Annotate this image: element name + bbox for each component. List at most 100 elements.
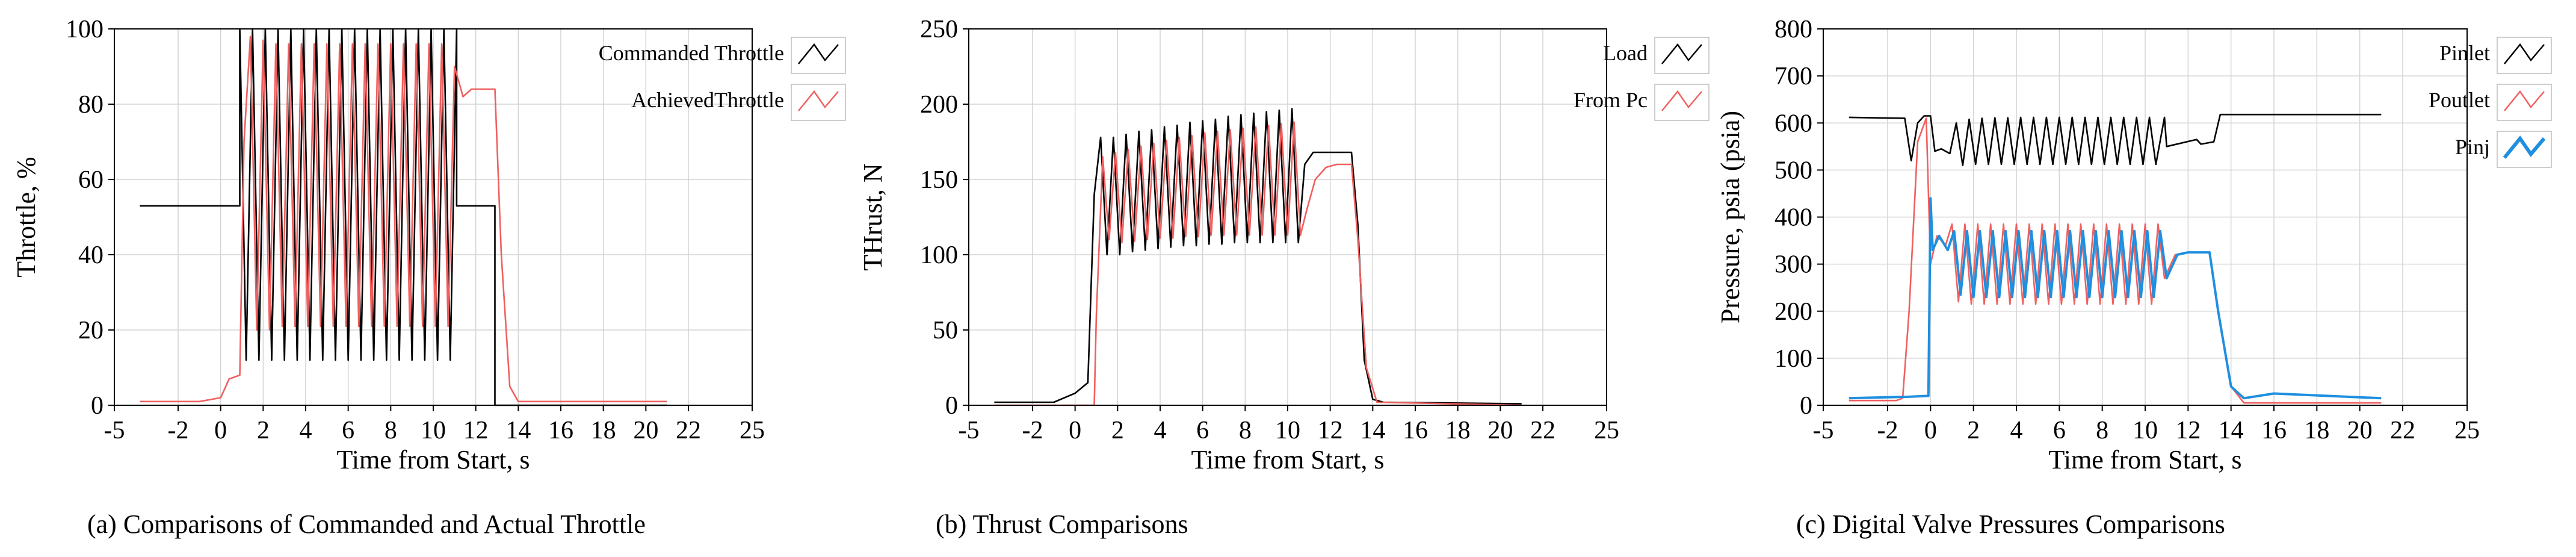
y-axis-label: Throttle, % bbox=[11, 157, 41, 277]
y-tick-label: 500 bbox=[1774, 157, 1812, 184]
y-tick-label: 100 bbox=[1774, 345, 1812, 373]
figure-caption: (a) Comparisons of Commanded and Actual … bbox=[87, 509, 646, 539]
legend: Pinlet Poutlet Pinj bbox=[2429, 37, 2552, 168]
y-tick-label: 700 bbox=[1774, 63, 1812, 90]
x-tick-label: -5 bbox=[959, 417, 980, 444]
x-tick-label: 25 bbox=[2454, 417, 2480, 444]
x-tick-label: 6 bbox=[2053, 417, 2066, 444]
x-tick-label: 8 bbox=[1239, 417, 1252, 444]
x-tick-label: 14 bbox=[505, 417, 531, 444]
x-tick-label: 4 bbox=[2010, 417, 2023, 444]
x-tick-label: 22 bbox=[2390, 417, 2415, 444]
x-tick-label: 22 bbox=[1530, 417, 1555, 444]
x-tick-label: 12 bbox=[2175, 417, 2201, 444]
x-tick-label: 18 bbox=[2304, 417, 2329, 444]
x-tick-label: 6 bbox=[342, 417, 354, 444]
y-tick-label: 50 bbox=[933, 317, 958, 344]
legend: Commanded Throttle AchievedThrottle bbox=[599, 37, 846, 121]
chart-panel-2: -5 -2 0 2 4 6 8 10 12 14 16 18 20 22 25050100150200250… bbox=[858, 16, 1710, 539]
legend-swatch-box bbox=[791, 84, 846, 121]
legend-swatch-line bbox=[1661, 90, 1702, 111]
x-tick-label: 20 bbox=[1487, 417, 1513, 444]
x-tick-label: 10 bbox=[2133, 417, 2158, 444]
series-line-1 bbox=[994, 108, 1522, 405]
legend-swatch-box bbox=[1654, 84, 1710, 121]
figure-caption: (b) Thrust Comparisons bbox=[936, 509, 1188, 539]
legend: Load From Pc bbox=[1574, 37, 1710, 121]
x-tick-label: 14 bbox=[2219, 417, 2244, 444]
y-axis-label: Pressure, psia (psia) bbox=[1716, 111, 1745, 323]
x-tick-label: 20 bbox=[2347, 417, 2373, 444]
series-line-1 bbox=[140, 28, 667, 406]
y-tick-label: 20 bbox=[78, 317, 103, 344]
y-tick-label: 60 bbox=[78, 166, 103, 194]
legend-swatch-line bbox=[2503, 135, 2546, 159]
x-tick-label: 4 bbox=[1154, 417, 1167, 444]
legend-swatch-box bbox=[791, 37, 846, 74]
x-tick-label: 4 bbox=[300, 417, 312, 444]
x-tick-label: 8 bbox=[385, 417, 397, 444]
x-tick-label: 0 bbox=[1924, 417, 1937, 444]
series-line-2 bbox=[1849, 117, 2382, 404]
x-tick-label: 25 bbox=[740, 417, 765, 444]
x-tick-label: -2 bbox=[168, 417, 189, 444]
y-tick-label: 600 bbox=[1774, 110, 1812, 137]
chart-panel-1: -5 -2 0 2 4 6 8 10 12 14 16 18 20 22 25 0 20 40 60 80 100 Tim… bbox=[11, 16, 846, 539]
x-tick-label: 16 bbox=[548, 417, 573, 444]
legend-swatch-box bbox=[1654, 37, 1710, 74]
y-tick-label: 200 bbox=[920, 91, 958, 119]
legend-label: Load bbox=[1603, 41, 1648, 65]
x-tick-label: 0 bbox=[1069, 417, 1081, 444]
y-tick-label: 0 bbox=[945, 392, 958, 420]
y-tick-label: 150 bbox=[920, 166, 958, 194]
x-tick-label: 2 bbox=[1967, 417, 1980, 444]
legend-label: Pinlet bbox=[2439, 41, 2490, 65]
legend-swatch-line bbox=[2504, 90, 2545, 111]
chart-panel-3: -5 -2 0 2 4 6 8 10 12 14 16 18 20 22 25 0 100 200 300 400 50… bbox=[1716, 16, 2552, 539]
x-tick-label: 18 bbox=[591, 417, 616, 444]
legend-label: Poutlet bbox=[2429, 88, 2490, 112]
y-tick-label: 0 bbox=[91, 392, 103, 420]
y-tick-label: 250 bbox=[920, 16, 958, 43]
x-tick-label: 10 bbox=[421, 417, 446, 444]
series-line-1 bbox=[1849, 113, 2382, 166]
x-tick-label: 25 bbox=[1594, 417, 1619, 444]
x-axis-label: Time from Start, s bbox=[336, 445, 530, 475]
y-tick-label: 80 bbox=[78, 91, 103, 119]
x-tick-label: -5 bbox=[104, 417, 125, 444]
x-tick-label: 6 bbox=[1196, 417, 1209, 444]
x-axis-label: Time from Start, s bbox=[2048, 445, 2241, 475]
x-tick-label: -2 bbox=[1022, 417, 1043, 444]
figure-caption: (c) Digital Valve Pressures Comparisons bbox=[1796, 509, 2225, 539]
x-tick-label: 12 bbox=[1318, 417, 1343, 444]
y-tick-label: 800 bbox=[1774, 16, 1812, 43]
x-tick-label: 16 bbox=[2261, 417, 2287, 444]
legend-swatch-line bbox=[1661, 43, 1702, 64]
series-line-2 bbox=[140, 36, 667, 403]
y-axis-label: THrust, N bbox=[858, 163, 888, 270]
x-tick-label: -5 bbox=[1813, 417, 1834, 444]
x-tick-label: 2 bbox=[1111, 417, 1124, 444]
legend-label: Pinj bbox=[2455, 135, 2490, 159]
x-tick-label: 18 bbox=[1445, 417, 1471, 444]
x-tick-label: -2 bbox=[1877, 417, 1898, 444]
y-tick-label: 40 bbox=[78, 241, 103, 269]
y-tick-label: 400 bbox=[1774, 204, 1812, 232]
legend-swatch-box bbox=[2497, 84, 2552, 121]
x-tick-label: 8 bbox=[2096, 417, 2108, 444]
x-tick-label: 16 bbox=[1403, 417, 1428, 444]
legend-swatch-box bbox=[2497, 131, 2552, 168]
legend-label: Commanded Throttle bbox=[599, 41, 784, 65]
x-axis-label: Time from Start, s bbox=[1191, 445, 1384, 475]
y-tick-label: 300 bbox=[1774, 251, 1812, 279]
x-tick-label: 2 bbox=[257, 417, 270, 444]
x-tick-label: 22 bbox=[676, 417, 701, 444]
legend-swatch-line bbox=[798, 43, 839, 64]
y-tick-label: 100 bbox=[920, 241, 958, 269]
series-line-2 bbox=[994, 121, 1522, 406]
y-tick-label: 0 bbox=[1800, 392, 1812, 420]
x-tick-label: 0 bbox=[214, 417, 227, 444]
y-tick-label: 200 bbox=[1774, 298, 1812, 326]
legend-swatch-line bbox=[798, 90, 839, 111]
